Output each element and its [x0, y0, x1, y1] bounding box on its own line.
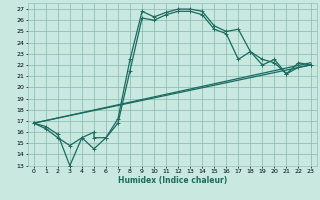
X-axis label: Humidex (Indice chaleur): Humidex (Indice chaleur) [117, 176, 227, 185]
